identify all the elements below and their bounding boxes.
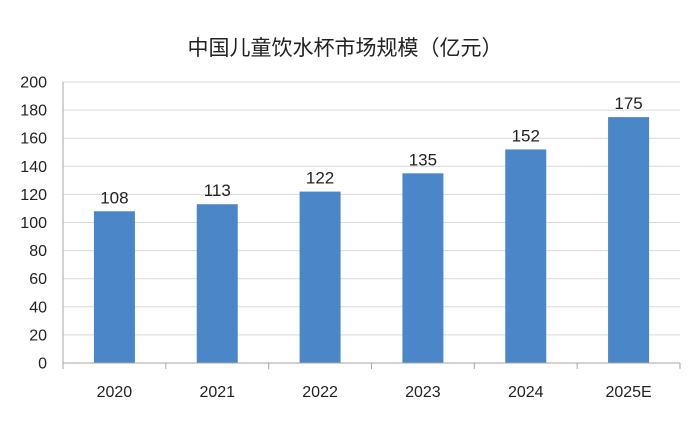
x-axis-tick-labels: 2020 2021 2022 2023 2024 2025E	[97, 384, 652, 401]
data-labels: 108 113 122 135 152 175	[100, 94, 643, 207]
data-label: 175	[614, 94, 642, 113]
y-tick-label: 80	[29, 243, 47, 260]
y-tick-label: 20	[29, 327, 47, 344]
data-label: 135	[409, 150, 437, 169]
y-tick-label: 140	[20, 159, 47, 176]
x-tick-label: 2023	[405, 384, 441, 401]
x-tick-label: 2025E	[605, 384, 651, 401]
bar-2021	[196, 204, 238, 363]
bar-2025e	[608, 117, 650, 363]
data-label: 152	[512, 126, 540, 145]
y-tick-label: 200	[20, 75, 47, 92]
bar-2022	[299, 191, 341, 363]
y-tick-label: 120	[20, 187, 47, 204]
y-axis-tick-labels: 0 20 40 60 80 100 120 140 160 180 200	[20, 75, 47, 373]
y-tick-label: 180	[20, 103, 47, 120]
x-tick-label: 2022	[302, 384, 338, 401]
x-tick-label: 2021	[199, 384, 235, 401]
bar-2024	[505, 149, 547, 363]
axes	[62, 82, 681, 369]
data-label: 122	[306, 169, 334, 188]
y-tick-label: 160	[20, 131, 47, 148]
chart-title: 中国儿童饮水杯市场规模（亿元）	[188, 36, 503, 60]
data-label: 108	[100, 188, 128, 207]
x-tick-label: 2024	[508, 384, 544, 401]
y-tick-label: 100	[20, 215, 47, 232]
data-label: 113	[204, 181, 231, 200]
y-tick-label: 60	[29, 271, 47, 288]
y-tick-label: 40	[29, 299, 47, 316]
bar-2023	[402, 173, 444, 363]
bar-2020	[93, 211, 135, 363]
x-tick-label: 2020	[97, 384, 133, 401]
y-tick-label: 0	[38, 356, 47, 373]
gridlines	[63, 81, 680, 336]
bars	[93, 117, 650, 363]
